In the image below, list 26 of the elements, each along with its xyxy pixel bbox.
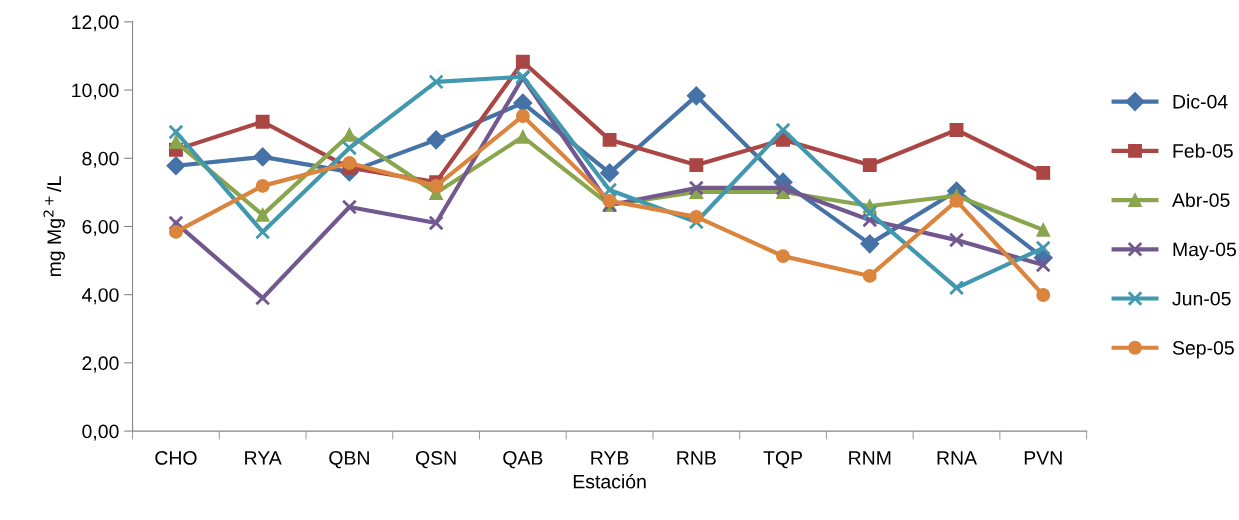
x-tick-label: RYA <box>245 451 282 465</box>
x-tick-label: QSN <box>415 451 456 469</box>
y-tick-label: 0,00 <box>82 424 119 441</box>
y-tick-label: 8,00 <box>82 151 119 168</box>
y-tick-label: 4,00 <box>81 288 119 305</box>
x-tick-label: RNA <box>937 451 977 465</box>
x-tick-label: PVN <box>1024 451 1062 465</box>
legend-label: Feb-05 <box>1173 143 1233 158</box>
legend-label: Jun-05 <box>1172 291 1231 306</box>
legend-label: May-05 <box>1173 242 1236 261</box>
x-tick-label: RNB <box>677 451 716 465</box>
x-tick-label: CHO <box>155 451 197 465</box>
y-tick-label: 12,00 <box>72 15 119 32</box>
legend-label: Dic-04 <box>1173 94 1228 109</box>
x-tick-label: QAB <box>503 451 543 469</box>
x-tick-label: QBN <box>329 451 369 469</box>
legend-label: Sep-05 <box>1172 341 1234 359</box>
x-tick-label: RNM <box>849 451 891 465</box>
legend-label: Abr-05 <box>1172 192 1230 208</box>
y-tick-label: 6,00 <box>82 219 119 236</box>
y-axis-title: mg Mg$^{2+}$/L <box>43 176 65 277</box>
x-axis-title: Estación <box>573 473 646 489</box>
x-tick-label: RYB <box>591 451 629 465</box>
y-tick-label: 2,00 <box>82 356 119 373</box>
x-tick-label: TQP <box>763 451 803 469</box>
y-tick-label: 10,00 <box>72 83 119 100</box>
